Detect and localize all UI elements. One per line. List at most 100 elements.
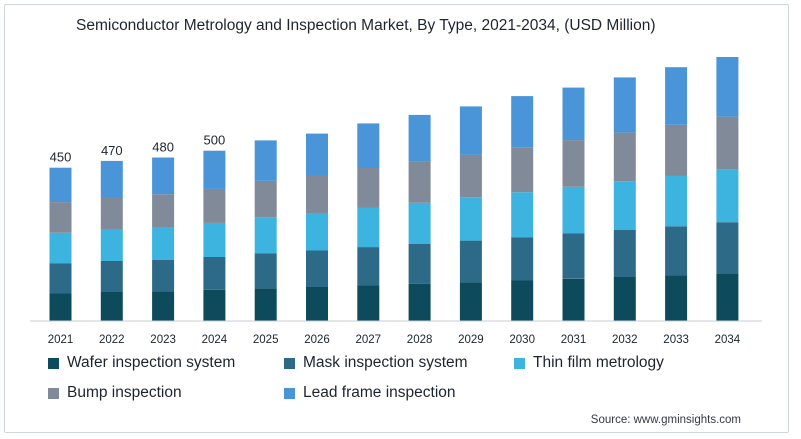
bar-segment-2021-3 [49, 232, 72, 264]
bar-segment-2032-4 [613, 132, 636, 182]
x-tick-2023: 2023 [150, 334, 176, 346]
bar-segment-2032-1 [613, 277, 636, 321]
bar-segment-2031-5 [562, 87, 585, 141]
bar-segment-2031-3 [562, 186, 585, 234]
bar-segment-2032-3 [613, 181, 636, 230]
bar-segment-2030-4 [511, 147, 534, 193]
bar-segment-2033-4 [665, 124, 688, 176]
total-label-2021: 450 [50, 150, 72, 165]
bar-segment-2030-1 [511, 280, 534, 321]
bar-segment-2029-1 [459, 282, 482, 321]
x-tick-2021: 2021 [48, 334, 74, 346]
bar-segment-2022-4 [100, 197, 123, 229]
bar-segment-2034-3 [716, 169, 739, 223]
bar-segment-2034-1 [716, 273, 739, 321]
bar-segment-2022-5 [100, 160, 123, 197]
bar-segment-2024-1 [203, 290, 226, 321]
bar-segment-2029-3 [459, 197, 482, 241]
bar-segment-2022-2 [100, 261, 123, 292]
bar-segment-2025-5 [254, 140, 277, 181]
bar-segment-2028-5 [408, 114, 431, 162]
legend-item-4: Bump inspection [48, 384, 182, 402]
bar-segment-2021-5 [49, 167, 72, 203]
bar-segment-2021-4 [49, 202, 72, 233]
bar-segment-2032-5 [613, 77, 636, 133]
legend-item-2: Mask inspection system [284, 354, 468, 372]
x-tick-2028: 2028 [407, 334, 433, 346]
chart-frame [4, 4, 789, 433]
bar-segment-2031-2 [562, 233, 585, 279]
bar-segment-2021-1 [49, 293, 72, 321]
total-labels: 450 470 480 500 [50, 133, 226, 165]
bar-segment-2031-4 [562, 140, 585, 187]
bar-segment-2026-1 [306, 286, 328, 321]
bar-segment-2034-5 [716, 57, 739, 117]
bar-segment-2027-2 [357, 247, 380, 286]
legend-label: Mask inspection system [303, 354, 468, 371]
bar-segment-2025-1 [254, 288, 277, 321]
legend: Wafer inspection system Mask inspection s… [48, 354, 748, 414]
bar-group [49, 57, 739, 321]
legend-label: Wafer inspection system [67, 354, 236, 371]
bar-segment-2029-2 [459, 240, 482, 283]
x-tick-2029: 2029 [458, 334, 484, 346]
bar-segment-2028-4 [408, 161, 431, 203]
bar-segment-2030-3 [511, 192, 534, 238]
bar-segment-2034-4 [716, 116, 739, 170]
bar-segment-2025-2 [254, 253, 277, 289]
legend-label: Bump inspection [67, 384, 182, 401]
bar-segment-2022-1 [100, 292, 123, 321]
bar-segment-2024-2 [203, 256, 226, 290]
bar-segment-2033-2 [665, 226, 688, 276]
bar-segment-2023-2 [152, 259, 175, 292]
bar-segment-2032-2 [613, 230, 636, 277]
bar-segment-2023-1 [152, 291, 175, 321]
bar-segment-2024-3 [203, 222, 226, 257]
bar-segment-2033-5 [665, 67, 688, 125]
bar-segment-2026-5 [306, 133, 328, 176]
bar-segment-2023-5 [152, 157, 175, 195]
legend-swatch [284, 357, 295, 369]
bar-segment-2024-5 [203, 150, 226, 189]
chart-title: Semiconductor Metrology and Inspection M… [76, 17, 656, 34]
bar-segment-2025-3 [254, 217, 277, 254]
x-tick-2025: 2025 [253, 334, 279, 346]
bar-segment-2023-3 [152, 227, 175, 260]
legend-item-3: Thin film metrology [514, 354, 664, 372]
bar-segment-2030-2 [511, 237, 534, 281]
bar-segment-2021-2 [49, 263, 72, 293]
bar-segment-2030-5 [511, 96, 534, 148]
legend-swatch [48, 357, 59, 369]
total-label-2023: 480 [152, 140, 174, 155]
legend-label: Lead frame inspection [303, 384, 456, 401]
bar-segment-2026-2 [306, 250, 328, 287]
bar-segment-2024-4 [203, 188, 226, 223]
bar-segment-2026-3 [306, 213, 328, 251]
x-tick-2024: 2024 [202, 334, 228, 346]
x-tick-2031: 2031 [561, 334, 587, 346]
x-tick-2022: 2022 [99, 334, 125, 346]
bar-segment-2027-4 [357, 168, 380, 208]
bar-segment-2028-2 [408, 244, 431, 284]
bar-segment-2023-4 [152, 194, 175, 227]
legend-swatch [514, 357, 525, 369]
total-label-2024: 500 [204, 133, 226, 148]
x-tick-2033: 2033 [663, 334, 689, 346]
x-tick-2030: 2030 [509, 334, 535, 346]
legend-item-5: Lead frame inspection [284, 384, 456, 402]
source-note: Source: www.gminsights.com [590, 414, 741, 426]
x-tick-2034: 2034 [715, 334, 741, 346]
x-tick-2026: 2026 [304, 334, 330, 346]
bar-segment-2027-1 [357, 285, 380, 321]
bar-segment-2034-2 [716, 222, 739, 274]
bar-segment-2022-3 [100, 229, 123, 261]
x-tick-2027: 2027 [356, 334, 382, 346]
bar-segment-2026-4 [306, 175, 328, 213]
bar-segment-2028-3 [408, 202, 431, 244]
bar-segment-2028-1 [408, 283, 431, 321]
legend-label: Thin film metrology [533, 354, 664, 371]
bar-segment-2025-4 [254, 181, 277, 218]
bar-segment-2029-5 [459, 106, 482, 155]
bar-segment-2031-1 [562, 278, 585, 321]
